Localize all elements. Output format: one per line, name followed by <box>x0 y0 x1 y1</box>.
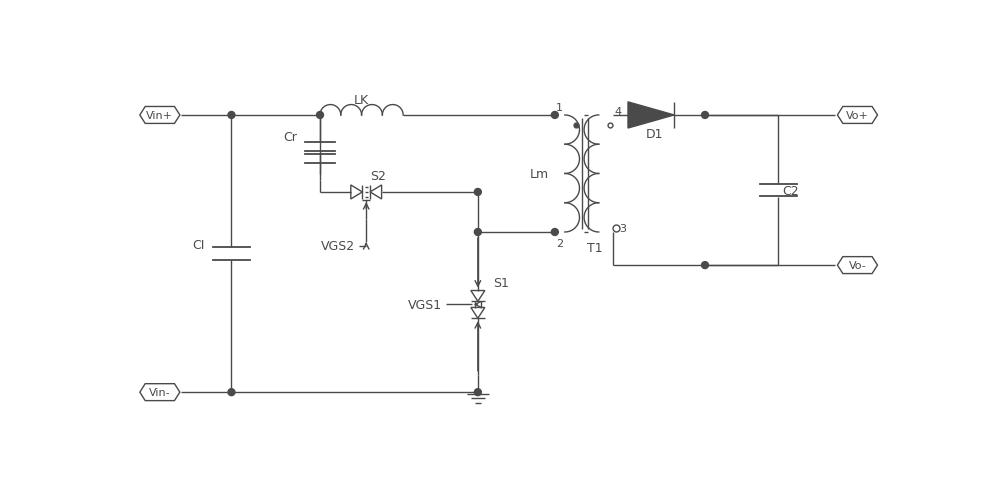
Text: 1: 1 <box>556 103 563 113</box>
Polygon shape <box>628 103 674 129</box>
Text: C2: C2 <box>782 184 799 197</box>
Circle shape <box>551 112 558 119</box>
Text: Vo+: Vo+ <box>846 111 869 121</box>
Text: 3: 3 <box>619 224 626 234</box>
Circle shape <box>702 262 708 269</box>
Circle shape <box>474 389 481 396</box>
Circle shape <box>228 112 235 119</box>
Text: D1: D1 <box>646 128 664 141</box>
Circle shape <box>228 389 235 396</box>
Text: 4: 4 <box>614 107 622 117</box>
Text: Cr: Cr <box>283 131 297 144</box>
Text: 2: 2 <box>556 238 563 248</box>
Text: Vin-: Vin- <box>149 387 171 397</box>
Text: VGS1: VGS1 <box>408 298 442 311</box>
Text: T1: T1 <box>587 242 603 255</box>
Circle shape <box>317 112 323 119</box>
Text: VGS2: VGS2 <box>321 240 355 253</box>
Text: Vin+: Vin+ <box>146 111 173 121</box>
Text: S1: S1 <box>493 277 509 290</box>
Text: Lm: Lm <box>530 167 549 181</box>
Circle shape <box>702 112 708 119</box>
Text: Vo-: Vo- <box>849 260 866 271</box>
Circle shape <box>551 229 558 236</box>
Text: LK: LK <box>354 94 369 107</box>
Text: S2: S2 <box>370 169 386 182</box>
Text: CI: CI <box>192 238 205 251</box>
Circle shape <box>474 189 481 196</box>
Circle shape <box>474 229 481 236</box>
